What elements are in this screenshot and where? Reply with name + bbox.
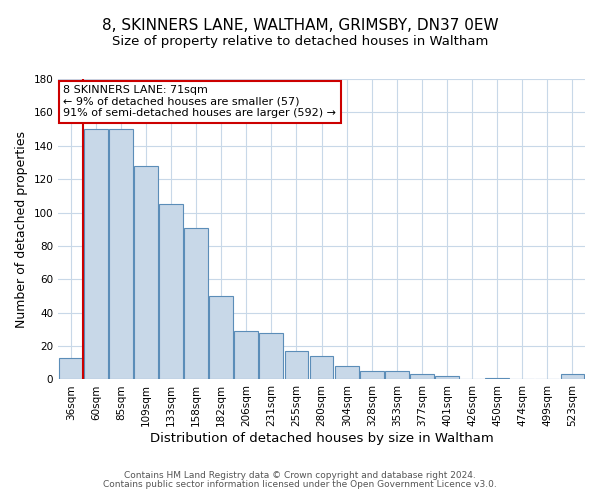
Bar xyxy=(284,351,308,380)
Bar xyxy=(235,331,258,380)
Y-axis label: Number of detached properties: Number of detached properties xyxy=(15,130,28,328)
Bar xyxy=(134,166,158,380)
Bar xyxy=(360,371,383,380)
Bar xyxy=(435,376,459,380)
Bar xyxy=(485,378,509,380)
Bar xyxy=(335,366,359,380)
Bar xyxy=(385,371,409,380)
Bar xyxy=(59,358,83,380)
Text: Contains HM Land Registry data © Crown copyright and database right 2024.: Contains HM Land Registry data © Crown c… xyxy=(124,471,476,480)
Text: Size of property relative to detached houses in Waltham: Size of property relative to detached ho… xyxy=(112,35,488,48)
Bar xyxy=(184,228,208,380)
Bar xyxy=(310,356,334,380)
Bar xyxy=(560,374,584,380)
Bar xyxy=(410,374,434,380)
Bar xyxy=(84,129,108,380)
Text: Contains public sector information licensed under the Open Government Licence v3: Contains public sector information licen… xyxy=(103,480,497,489)
Text: 8 SKINNERS LANE: 71sqm
← 9% of detached houses are smaller (57)
91% of semi-deta: 8 SKINNERS LANE: 71sqm ← 9% of detached … xyxy=(64,85,337,118)
Bar xyxy=(109,129,133,380)
Bar xyxy=(259,332,283,380)
Bar xyxy=(159,204,183,380)
Bar xyxy=(209,296,233,380)
X-axis label: Distribution of detached houses by size in Waltham: Distribution of detached houses by size … xyxy=(150,432,493,445)
Text: 8, SKINNERS LANE, WALTHAM, GRIMSBY, DN37 0EW: 8, SKINNERS LANE, WALTHAM, GRIMSBY, DN37… xyxy=(101,18,499,32)
